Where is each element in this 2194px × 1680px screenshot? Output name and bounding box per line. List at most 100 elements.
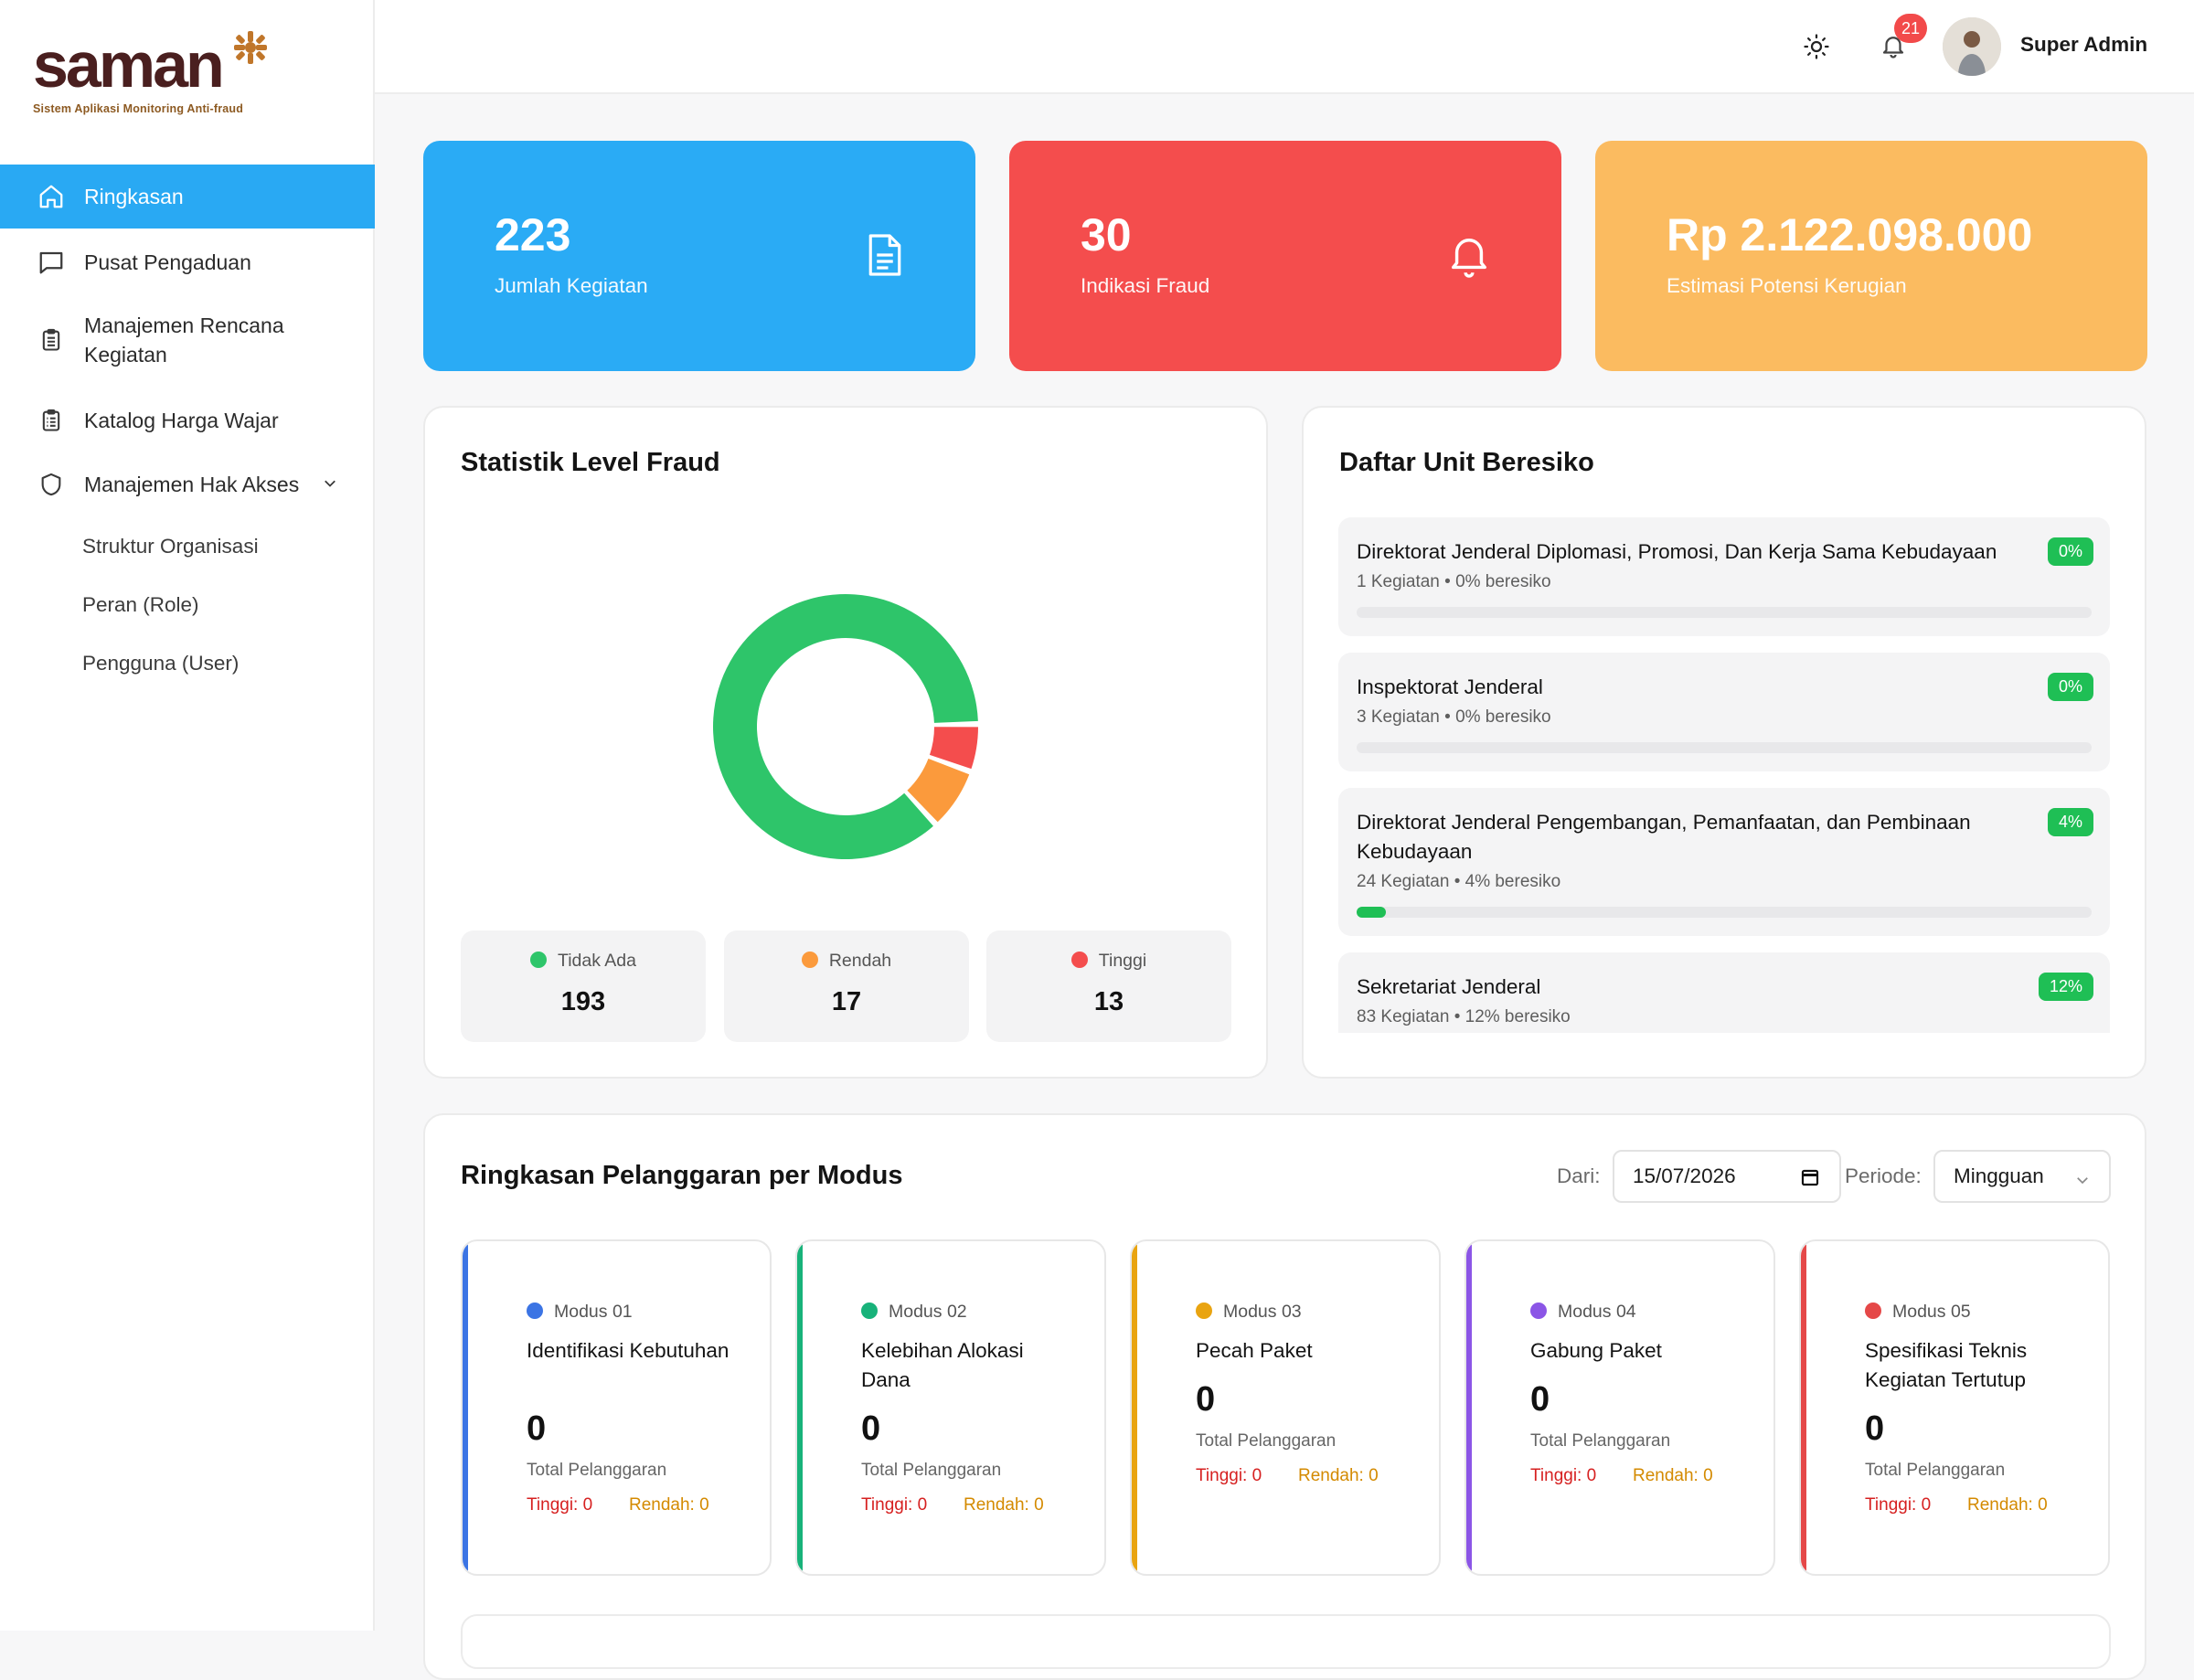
donut-slice-tinggi[interactable] [929,727,978,770]
chevron-down-icon[interactable] [322,473,338,497]
legend-tinggi: Tinggi 13 [986,930,1231,1042]
next-section-card [461,1614,2111,1669]
stat-card-estimasi-potensi-kerugian: Rp 2.122.098.000 Estimasi Potensi Kerugi… [1595,141,2147,371]
modus-rendah: Rendah: 0 [964,1495,1044,1515]
unit-percent-badge: 0% [2047,537,2093,566]
from-label: Dari: [1557,1164,1601,1187]
sidebar-item-ringkasan[interactable]: Ringkasan [0,165,375,229]
logo-wordmark: saman [33,29,225,101]
sidebar-subitem-pengguna-user[interactable]: Pengguna (User) [82,652,240,675]
legend-tidak-ada: Tidak Ada 193 [461,930,706,1042]
unit-percent-badge: 0% [2047,673,2093,701]
legend-dot [1070,952,1088,968]
modus-total-value: 0 [861,1409,881,1448]
legend-label: Tinggi [1098,951,1147,971]
legend-rendah: Rendah 17 [724,930,969,1042]
modus-accent [1132,1241,1137,1574]
logo-flower-icon [234,31,267,64]
modus-tinggi: Tinggi: 0 [527,1495,593,1515]
unit-progress-bar [1357,742,2092,753]
topbar [375,0,2194,94]
chevron-down-icon [2074,1170,2091,1194]
modus-card-02[interactable]: Modus 02 Kelebihan Alokasi Dana 0 Total … [795,1239,1106,1576]
modus-accent [1801,1241,1806,1574]
modus-tinggi: Tinggi: 0 [1530,1466,1597,1485]
sun-icon[interactable] [1803,33,1830,65]
sidebar-item-label: Manajemen Rencana Kegiatan [84,314,284,367]
modus-card-01[interactable]: Modus 01 Identifikasi Kebutuhan 0 Total … [461,1239,772,1576]
stat-value: Rp 2.122.098.000 [1667,209,2033,261]
list-item[interactable]: Direktorat Jenderal Pengembangan, Pemanf… [1338,788,2110,936]
modus-tinggi: Tinggi: 0 [1196,1466,1262,1485]
sidebar-item-manajemen-hak-akses[interactable]: Manajemen Hak Akses [0,452,375,516]
sidebar-subitem-struktur-organisasi[interactable]: Struktur Organisasi [82,535,259,558]
sidebar-item-label: Ringkasan [84,184,184,208]
modus-dot [861,1303,878,1319]
period-label: Periode: [1845,1164,1922,1187]
home-icon [37,182,66,211]
fraud-stats-title: Statistik Level Fraud [461,448,720,477]
modus-total-value: 0 [527,1409,547,1448]
app-logo[interactable]: saman Sistem Aplikasi Monitoring Anti-fr… [33,29,267,115]
modus-code: Modus 02 [889,1302,967,1322]
bell-icon[interactable] [1880,31,1907,65]
modus-total-value: 0 [1196,1380,1216,1419]
calendar-icon[interactable] [1799,1166,1821,1194]
stat-card-indikasi-fraud: 30 Indikasi Fraud [1009,141,1561,371]
from-date-value: 15/07/2026 [1633,1164,1736,1187]
sidebar-item-pusat-pengaduan[interactable]: Pusat Pengaduan [0,230,375,294]
unit-percent-badge: 4% [2047,808,2093,836]
stat-label: Jumlah Kegiatan [495,274,648,297]
donut-slice-rendah[interactable] [907,758,970,823]
sidebar-item-label: Manajemen Hak Akses [84,472,300,496]
unit-subtitle: 1 Kegiatan • 0% beresiko [1357,572,1551,591]
modus-rendah: Rendah: 0 [1967,1495,2048,1515]
modus-name: Gabung Paket [1530,1339,1662,1362]
legend-value: 13 [1093,987,1124,1016]
modus-accent [463,1241,468,1574]
stat-label: Indikasi Fraud [1081,274,1210,297]
unit-name: Inspektorat Jenderal [1357,675,1543,698]
violations-title: Ringkasan Pelanggaran per Modus [461,1161,903,1190]
risky-units-title: Daftar Unit Beresiko [1339,448,1594,477]
list-item[interactable]: Direktorat Jenderal Diplomasi, Promosi, … [1338,517,2110,636]
risky-units-list[interactable]: Direktorat Jenderal Diplomasi, Promosi, … [1338,517,2110,1033]
list-item[interactable]: Inspektorat Jenderal 3 Kegiatan • 0% ber… [1338,653,2110,771]
modus-card-03[interactable]: Modus 03 Pecah Paket 0 Total Pelanggaran… [1130,1239,1441,1576]
modus-rendah: Rendah: 0 [1298,1466,1379,1485]
donut-slice-tidak-ada[interactable] [713,594,978,859]
modus-code: Modus 01 [554,1302,633,1322]
modus-dot [1865,1303,1881,1319]
sidebar-subitem-peran-role[interactable]: Peran (Role) [82,593,199,616]
clipboard-list-icon [37,406,66,435]
bell-icon [1448,232,1490,284]
avatar[interactable] [1943,17,2001,76]
modus-rendah: Rendah: 0 [1633,1466,1713,1485]
logo-tagline: Sistem Aplikasi Monitoring Anti-fraud [33,102,244,115]
chat-icon [37,248,66,277]
modus-total-value: 0 [1530,1380,1550,1419]
legend-label: Tidak Ada [558,951,636,971]
legend-value: 17 [831,987,862,1016]
modus-total-label: Total Pelanggaran [861,1461,1002,1480]
period-select[interactable]: Mingguan [1933,1150,2111,1203]
modus-card-04[interactable]: Modus 04 Gabung Paket 0 Total Pelanggara… [1464,1239,1775,1576]
unit-progress-bar [1357,907,2092,918]
sidebar-item-manajemen-rencana-kegiatan[interactable]: Manajemen Rencana Kegiatan [0,299,375,381]
user-name[interactable]: Super Admin [2020,33,2148,56]
stat-label: Estimasi Potensi Kerugian [1667,274,1907,297]
sidebar-item-katalog-harga-wajar[interactable]: Katalog Harga Wajar [0,388,375,452]
unit-subtitle: 83 Kegiatan • 12% beresiko [1357,1007,1571,1026]
legend-dot [801,952,818,968]
fraud-level-donut-chart [713,594,978,859]
modus-card-05[interactable]: Modus 05 Spesifikasi Teknis Kegiatan Ter… [1799,1239,2110,1576]
legend-label: Rendah [828,951,892,971]
modus-total-label: Total Pelanggaran [527,1461,667,1480]
shield-icon [37,470,66,499]
legend-dot [530,952,547,968]
unit-name: Direktorat Jenderal Pengembangan, Pemanf… [1357,811,1971,863]
modus-accent [1466,1241,1472,1574]
list-item[interactable]: Sekretariat Jenderal 83 Kegiatan • 12% b… [1338,952,2110,1033]
modus-code: Modus 04 [1558,1302,1636,1322]
from-date-input[interactable]: 15/07/2026 [1613,1150,1841,1203]
